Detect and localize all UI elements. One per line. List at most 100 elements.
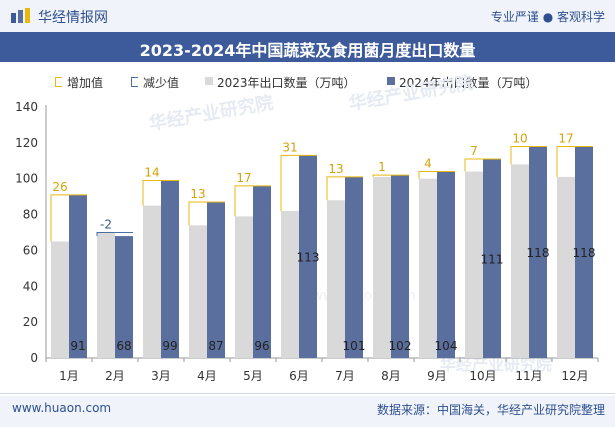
difference-label: 14 (144, 166, 159, 180)
bar-2023 (465, 171, 483, 358)
difference-label: 1 (378, 160, 386, 174)
data-source: 数据来源：中国海关，华经产业研究院整理 (376, 403, 605, 417)
bar-2024 (391, 175, 409, 358)
bar-2024-value-label: 87 (208, 339, 223, 353)
x-tick-label: 11月 (515, 369, 542, 383)
increase-bracket (464, 158, 501, 172)
difference-label: 4 (424, 157, 432, 171)
slogan: 专业严谨 ● 客观科学 (490, 10, 605, 24)
difference-label: 13 (328, 162, 343, 176)
legend-label-increase: 增加值 (67, 76, 104, 90)
bar-2024 (575, 146, 593, 358)
bar-2024 (207, 202, 225, 358)
bar-2024-value-label: 96 (254, 339, 269, 353)
x-tick-label: 9月 (427, 369, 447, 383)
legend-swatch-increase (55, 77, 62, 87)
y-tick-label: 140 (15, 100, 38, 114)
chart-title: 2023-2024年中国蔬菜及食用菌月度出口数量 (139, 41, 476, 60)
bar-2024 (437, 171, 455, 358)
y-tick-label: 120 (15, 136, 38, 150)
x-tick-label: 3月 (151, 369, 171, 383)
increase-bracket (188, 201, 225, 226)
watermark-text: 华经产业研究院 (347, 71, 475, 115)
title-bar (0, 32, 615, 62)
legend-swatch-2024 (387, 77, 395, 85)
x-tick-label: 5月 (243, 369, 263, 383)
y-tick-label: 60 (23, 243, 38, 257)
footer-bar (0, 396, 615, 427)
footer-divider (0, 393, 615, 394)
difference-label: 17 (236, 171, 251, 185)
x-tick-label: 12月 (561, 369, 588, 383)
bar-2024-value-label: 118 (573, 246, 596, 260)
bar-2024-value-label: 111 (481, 252, 504, 266)
bar-2024 (483, 158, 501, 358)
difference-label: 7 (470, 144, 478, 158)
increase-bracket (418, 171, 455, 179)
top-bar (0, 0, 615, 32)
bar-2024 (529, 146, 547, 358)
y-tick-label: 80 (23, 208, 38, 222)
brand-name: 华经情报网 (38, 10, 108, 26)
bar-2023 (97, 232, 115, 358)
difference-label: 10 (512, 131, 527, 145)
bar-2023 (143, 205, 161, 358)
legend-label-2024: 2024年出口数量（万吨） (399, 76, 538, 90)
increase-bracket (556, 145, 593, 177)
increase-bracket (280, 154, 317, 211)
increase-bracket (326, 176, 363, 201)
bar-2024 (299, 155, 317, 358)
bar-2023 (189, 225, 207, 358)
increase-bracket (372, 174, 409, 177)
bar-2024 (161, 180, 179, 358)
bar-2023 (511, 164, 529, 358)
bar-2024-value-label: 102 (389, 339, 412, 353)
difference-label: 31 (282, 140, 297, 154)
increase-bracket (234, 185, 271, 217)
x-tick-label: 6月 (289, 369, 309, 383)
bar-2024 (69, 194, 87, 358)
watermark-text: 华经产业研究院 (440, 355, 552, 374)
decrease-bracket (96, 232, 133, 237)
bar-2024-value-label: 104 (435, 339, 458, 353)
y-tick-label: 100 (15, 172, 38, 186)
x-tick-label: 2月 (105, 369, 125, 383)
bar-2024 (345, 176, 363, 358)
y-tick-label: 20 (23, 315, 38, 329)
bar-2023 (235, 216, 253, 358)
legend-label-decrease: 减少值 (143, 76, 180, 90)
bar-2023 (373, 176, 391, 358)
watermark-text: 华经产业研究院 (147, 91, 275, 135)
bar-2024-value-label: 113 (297, 251, 320, 265)
bar-2023 (281, 210, 299, 358)
x-tick-label: 10月 (469, 369, 496, 383)
bar-2023 (51, 241, 69, 358)
difference-label: 13 (190, 187, 205, 201)
bar-2024 (115, 236, 133, 358)
bar-2024-value-label: 118 (527, 246, 550, 260)
difference-label: -2 (100, 218, 112, 232)
website-url: www.huaon.com (12, 401, 112, 415)
increase-bracket (510, 145, 547, 165)
y-tick-label: 40 (23, 279, 38, 293)
legend-swatch-2023 (205, 77, 213, 85)
legend-label-2023: 2023年出口数量（万吨） (217, 76, 356, 90)
difference-label: 26 (52, 180, 67, 194)
bar-2024-value-label: 91 (70, 339, 85, 353)
legend-swatch-decrease (131, 77, 138, 87)
brand-logo-icon (11, 8, 30, 23)
bar-2023 (327, 200, 345, 358)
bar-2024-value-label: 101 (343, 339, 366, 353)
bar-2023 (557, 176, 575, 358)
x-tick-label: 1月 (59, 369, 79, 383)
increase-bracket (50, 194, 87, 242)
increase-bracket (142, 180, 179, 206)
bar-chart: 华经产业研究院华经产业研究院华经产业研究院www.huaon.com020406… (15, 71, 599, 383)
difference-label: 17 (558, 131, 573, 145)
x-tick-label: 4月 (197, 369, 217, 383)
bar-2024-value-label: 99 (162, 339, 177, 353)
y-tick-label: 0 (30, 351, 38, 365)
bar-2024-value-label: 68 (116, 339, 131, 353)
bar-2023 (419, 178, 437, 358)
x-tick-label: 7月 (335, 369, 355, 383)
